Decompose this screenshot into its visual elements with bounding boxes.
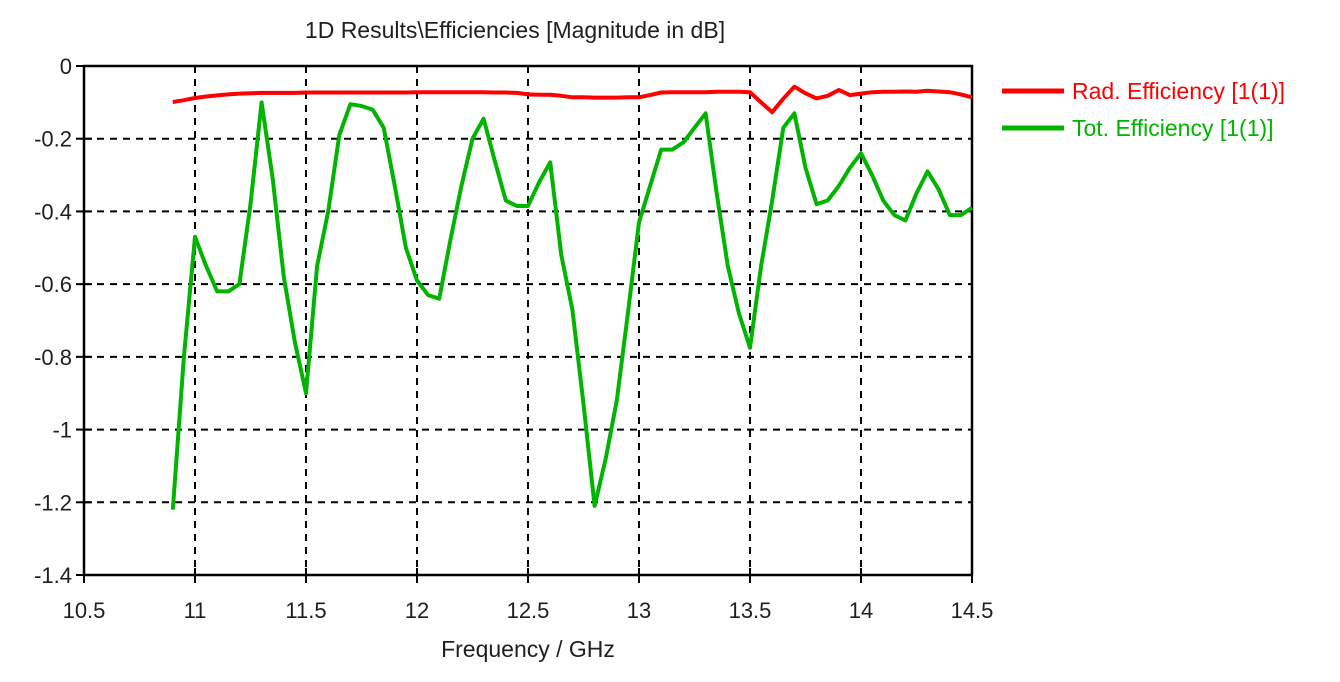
y-tick-label--0.8: -0.8 [34,345,72,370]
y-tick-label--1: -1 [52,418,72,443]
legend-label-rad-efficiency: Rad. Efficiency [1(1)] [1072,78,1285,104]
x-tick-label-12.5: 12.5 [507,598,550,623]
y-tick-label--0.2: -0.2 [34,127,72,152]
x-tick-label-14.5: 14.5 [951,598,994,623]
legend-label-tot-efficiency: Tot. Efficiency [1(1)] [1072,115,1274,141]
y-tick-label--0.4: -0.4 [34,199,72,224]
chart-title: 1D Results\Efficiencies [Magnitude in dB… [305,17,725,43]
legend-item-rad-efficiency: Rad. Efficiency [1(1)] [1002,78,1285,104]
y-tick-label--1.4: -1.4 [34,563,72,588]
x-tick-label-12: 12 [405,598,429,623]
plot-area: 10.5 11 11.5 12 12.5 13 13.5 14 14.5 0 -0.2 -0.4 -0.… [34,54,1285,623]
x-tick-label-11.5: 11.5 [285,598,326,623]
legend-item-tot-efficiency: Tot. Efficiency [1(1)] [1002,115,1274,141]
y-tick-label-0: 0 [60,54,72,79]
curve-tot-efficiency [170,100,974,510]
x-axis-title: Frequency / GHz [441,636,615,662]
y-tick-label--1.2: -1.2 [34,490,72,515]
x-tick-label-13: 13 [627,598,651,623]
curve-rad-efficiency [172,84,973,115]
x-tick-label-14: 14 [849,598,873,623]
x-tick-label-13.5: 13.5 [729,598,772,623]
x-tick-label-10.5: 10.5 [63,598,106,623]
y-tick-label--0.6: -0.6 [34,272,72,297]
x-tick-label-11: 11 [184,598,207,623]
